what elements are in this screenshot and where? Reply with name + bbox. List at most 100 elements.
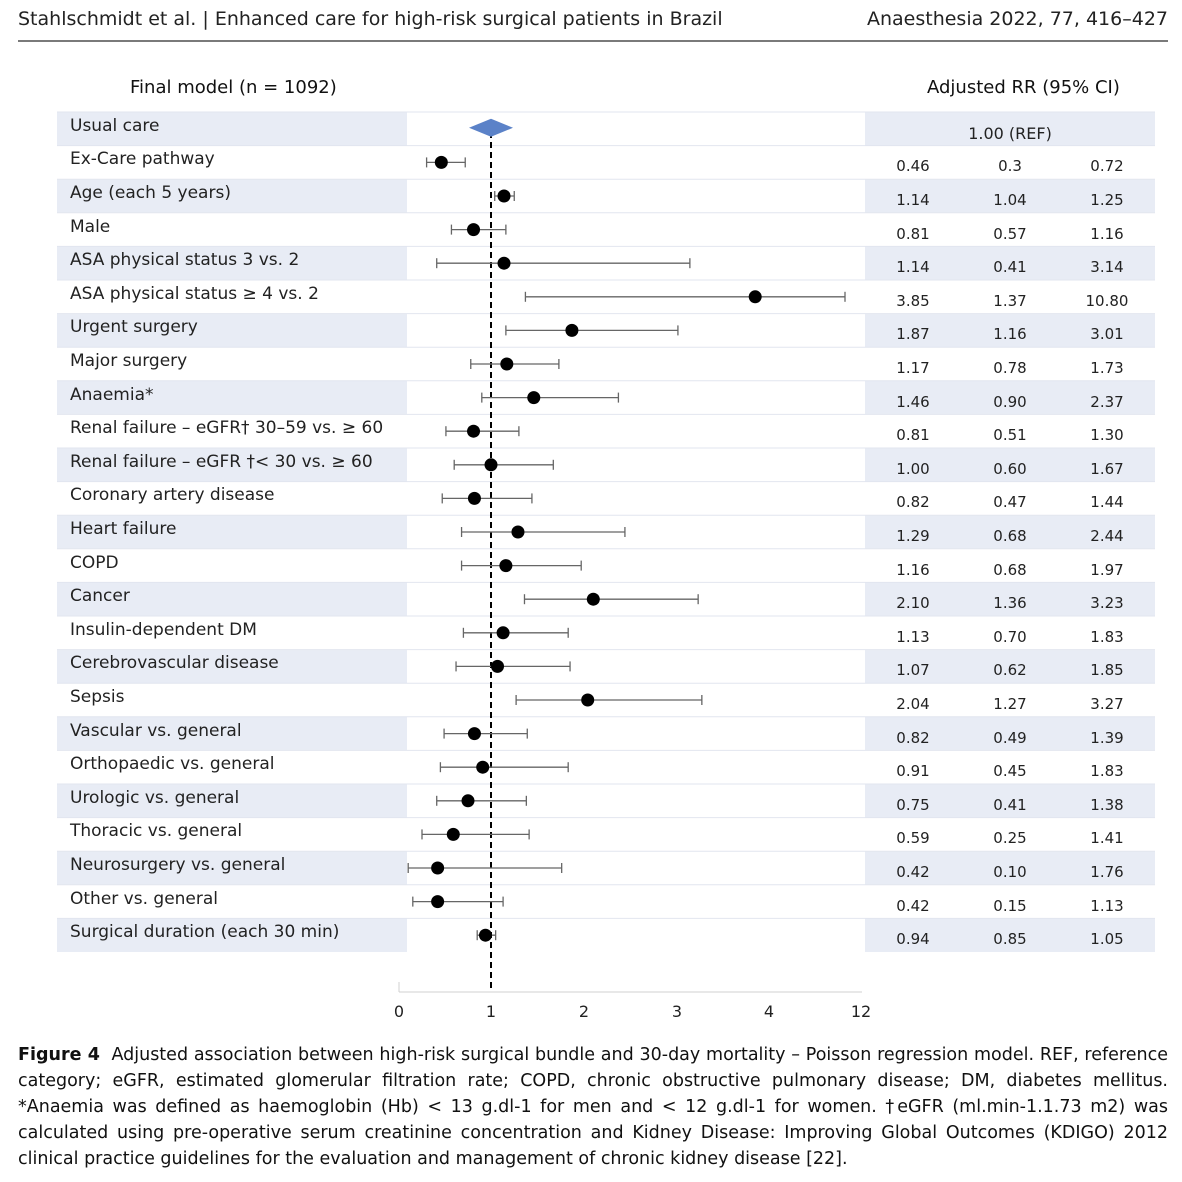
rr-marker (586, 592, 600, 606)
row-label: Renal failure – eGFR† 30–59 vs. ≥ 60 (70, 418, 384, 439)
rr-cell-rr: 0.75 (896, 795, 930, 814)
rr-cell-rr: 0.42 (896, 863, 930, 881)
rr-cell-hi: 1.41 (1090, 829, 1124, 848)
x-tick-label: 12 (850, 1002, 872, 1021)
row-band (57, 246, 407, 280)
rr-band (865, 918, 1155, 952)
row-band (57, 716, 407, 751)
rr-cell-hi: 2.44 (1090, 527, 1124, 545)
forest-plot (57, 111, 1155, 993)
rr-cell-rr: 1.17 (896, 359, 930, 377)
row-label: Coronary artery disease (70, 485, 275, 506)
row-label: Cerebrovascular disease (70, 653, 279, 674)
row-label: Orthopaedic vs. general (70, 754, 275, 775)
row-band (57, 448, 407, 482)
rr-marker (581, 693, 595, 707)
row-band (57, 179, 407, 213)
rr-cell-lo: 1.36 (993, 594, 1027, 613)
rr-band (865, 448, 1155, 482)
rr-cell-lo: 0.25 (993, 829, 1027, 848)
rr-marker (476, 760, 490, 774)
rr-cell-hi: 1.38 (1090, 795, 1124, 814)
rr-cell-hi: 1.67 (1090, 459, 1124, 478)
rr-cell-lo: 0.70 (993, 627, 1027, 646)
rr-cell-hi: 3.23 (1090, 594, 1124, 613)
rr-cell-hi: 1.44 (1090, 493, 1124, 512)
rr-marker (446, 827, 460, 841)
row-band (57, 313, 407, 348)
rr-cell-hi: 1.05 (1090, 930, 1124, 949)
row-band (57, 112, 407, 146)
row-label: Neurosurgery vs. general (70, 855, 286, 875)
row-label: Urgent surgery (70, 317, 198, 338)
rr-band (865, 112, 1155, 146)
rr-marker (527, 391, 541, 405)
row-label: Renal failure – eGFR †< 30 vs. ≥ 60 (70, 451, 373, 472)
rr-cell-rr: 0.42 (896, 896, 930, 915)
rr-marker (478, 928, 492, 942)
rr-cell-hi: 3.27 (1090, 695, 1124, 713)
rr-cell-rr: 1.14 (896, 191, 930, 209)
row-label: Surgical duration (each 30 min) (70, 922, 340, 943)
rr-reference-text: 1.00 (REF) (968, 124, 1052, 143)
rr-cell-hi: 1.16 (1090, 224, 1124, 243)
rr-cell-rr: 1.46 (896, 392, 930, 411)
rr-cell-rr: 1.16 (896, 560, 930, 579)
row-label: Urologic vs. general (70, 787, 240, 808)
rr-cell-rr: 2.04 (896, 695, 930, 713)
row-label: Age (each 5 years) (70, 183, 231, 203)
rr-cell-rr: 1.87 (896, 325, 930, 344)
rr-marker (511, 525, 525, 539)
row-label: Male (70, 216, 111, 237)
rr-marker (484, 458, 498, 472)
rr-cell-lo: 0.68 (993, 560, 1027, 579)
row-label: Ex-Care pathway (70, 149, 215, 170)
x-tick-label: 0 (393, 1002, 405, 1021)
row-band (57, 649, 407, 684)
rr-cell-lo: 0.45 (993, 762, 1027, 781)
rr-cell-hi: 1.39 (1090, 728, 1124, 747)
x-tick-label: 4 (763, 1002, 775, 1021)
rr-cell-hi: 1.25 (1090, 191, 1124, 209)
row-label: Vascular vs. general (70, 720, 242, 741)
row-label: ASA physical status ≥ 4 vs. 2 (70, 283, 319, 304)
rr-cell-lo: 1.16 (993, 325, 1027, 344)
rr-cell-hi: 2.37 (1090, 392, 1124, 411)
rr-cell-lo: 0.41 (993, 795, 1027, 814)
rr-cell-rr: 1.00 (896, 459, 930, 478)
rr-cell-rr: 1.14 (896, 258, 930, 277)
rr-cell-hi: 1.76 (1090, 863, 1124, 881)
left-column-title: Final model (n = 1092) (130, 77, 337, 98)
rr-cell-hi: 1.30 (1090, 426, 1124, 445)
rr-band (865, 515, 1155, 549)
rr-cell-hi: 3.14 (1090, 258, 1124, 277)
rr-cell-rr: 0.81 (896, 224, 930, 243)
row-label: ASA physical status 3 vs. 2 (70, 250, 300, 271)
rr-band (865, 179, 1155, 213)
x-tick-label: 1 (485, 1002, 497, 1021)
x-tick-label: 3 (671, 1002, 683, 1021)
rr-cell-lo: 0.41 (993, 258, 1027, 277)
rr-marker (497, 256, 511, 270)
rr-marker (467, 727, 481, 741)
row-band (57, 918, 407, 952)
running-header-left: Stahlschmidt et al. | Enhanced care for … (18, 8, 723, 30)
rr-cell-lo: 0.60 (993, 459, 1027, 478)
row-label: COPD (70, 552, 119, 573)
rr-marker (499, 559, 513, 573)
row-band (57, 380, 407, 415)
figure-caption: Figure 4 Adjusted association between hi… (18, 1042, 1168, 1172)
rr-cell-hi: 1.73 (1090, 359, 1124, 377)
rr-marker (500, 357, 514, 371)
caption-label: Figure 4 (18, 1045, 100, 1065)
row-label: Thoracic vs. general (70, 821, 243, 842)
rr-cell-lo: 0.57 (993, 224, 1027, 243)
rr-cell-lo: 1.37 (993, 291, 1027, 310)
rr-marker (748, 290, 762, 304)
rr-band (865, 784, 1155, 818)
rr-cell-rr: 0.46 (896, 157, 930, 176)
row-label: Usual care (70, 115, 160, 136)
row-label: Heart failure (70, 519, 177, 539)
row-label: Major surgery (70, 351, 188, 371)
rr-cell-rr: 0.59 (896, 829, 930, 848)
